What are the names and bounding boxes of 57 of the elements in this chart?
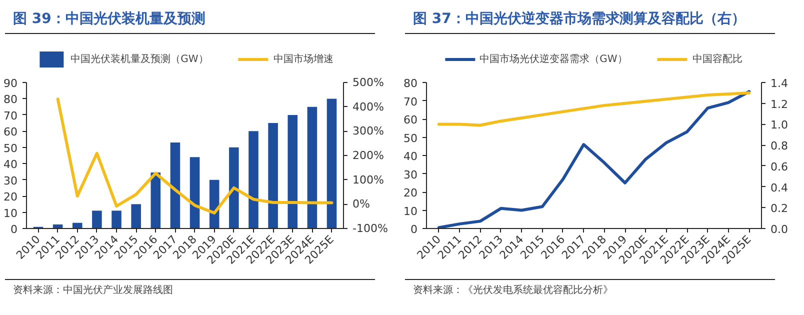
bar xyxy=(72,222,82,228)
line-series xyxy=(437,90,751,228)
y2-tick-label: 500% xyxy=(352,76,384,89)
bar xyxy=(170,142,180,228)
chart-title: 图 39：中国光伏装机量及预测 xyxy=(5,5,375,34)
y2-tick-label: 0% xyxy=(352,198,370,211)
line-series xyxy=(437,91,751,127)
y-tick-label: 60 xyxy=(404,114,418,126)
y2-tick-label: 400% xyxy=(352,100,384,114)
y2-tick-label: 1.2 xyxy=(770,98,788,111)
bar xyxy=(112,210,122,228)
y-tick-label: 40 xyxy=(4,158,18,172)
y-tick-label: 70 xyxy=(4,109,18,122)
y-tick-label: 20 xyxy=(4,190,18,204)
legend-label: 中国容配比 xyxy=(692,52,742,66)
bar xyxy=(131,204,141,228)
y2-tick-label: 0.4 xyxy=(770,181,788,194)
y2-tick-label: 0.6 xyxy=(770,160,788,174)
y-tick-label: 60 xyxy=(4,126,18,139)
legend-label: 中国市场增速 xyxy=(273,52,334,66)
y2-tick-label: 0.8 xyxy=(770,140,788,153)
y-tick-label: 90 xyxy=(4,77,18,90)
y-tick-label: 40 xyxy=(404,150,418,163)
y-tick-label: 0 xyxy=(410,223,418,236)
y-tick-label: 20 xyxy=(404,186,418,200)
legend-label: 中国光伏装机量及预测（GW） xyxy=(70,52,208,66)
bar xyxy=(288,114,298,228)
bar xyxy=(248,131,258,228)
bar xyxy=(326,98,337,228)
y2-tick-label: 1.4 xyxy=(770,77,788,90)
legend-label: 中国市场光伏逆变器需求（GW） xyxy=(480,52,628,66)
y-tick-label: 70 xyxy=(404,95,418,108)
text: 资料来源：《光伏发电系统最优容配比分析》 xyxy=(405,279,775,298)
y-tick-label: 80 xyxy=(404,77,418,90)
y2-tick-label: 0.2 xyxy=(770,202,788,216)
bar xyxy=(268,123,278,228)
bar xyxy=(307,106,318,228)
y2-tick-label: 0.0 xyxy=(770,223,788,236)
y-tick-label: 50 xyxy=(4,142,18,155)
line-series xyxy=(56,98,334,214)
text: 资料来源：中国光伏产业发展路线图 xyxy=(5,279,375,298)
y-tick-label: 0 xyxy=(10,223,18,236)
y-tick-label: 10 xyxy=(4,206,18,220)
chart-title: 图 37：中国光伏逆变器市场需求测算及容配比（右） xyxy=(405,5,775,34)
y2-tick-label: -100% xyxy=(352,222,388,235)
y-tick-label: 10 xyxy=(404,204,418,218)
y2-tick-label: 100% xyxy=(352,173,384,186)
y-tick-label: 30 xyxy=(404,168,418,182)
y2-tick-label: 1.0 xyxy=(770,118,788,132)
y-tick-label: 50 xyxy=(404,132,418,145)
y2-tick-label: 200% xyxy=(352,149,384,162)
y-tick-label: 30 xyxy=(4,174,18,188)
y2-tick-label: 300% xyxy=(352,124,384,138)
bar xyxy=(229,147,239,228)
bar xyxy=(92,210,102,228)
bar xyxy=(190,157,200,228)
y-tick-label: 80 xyxy=(4,93,18,106)
